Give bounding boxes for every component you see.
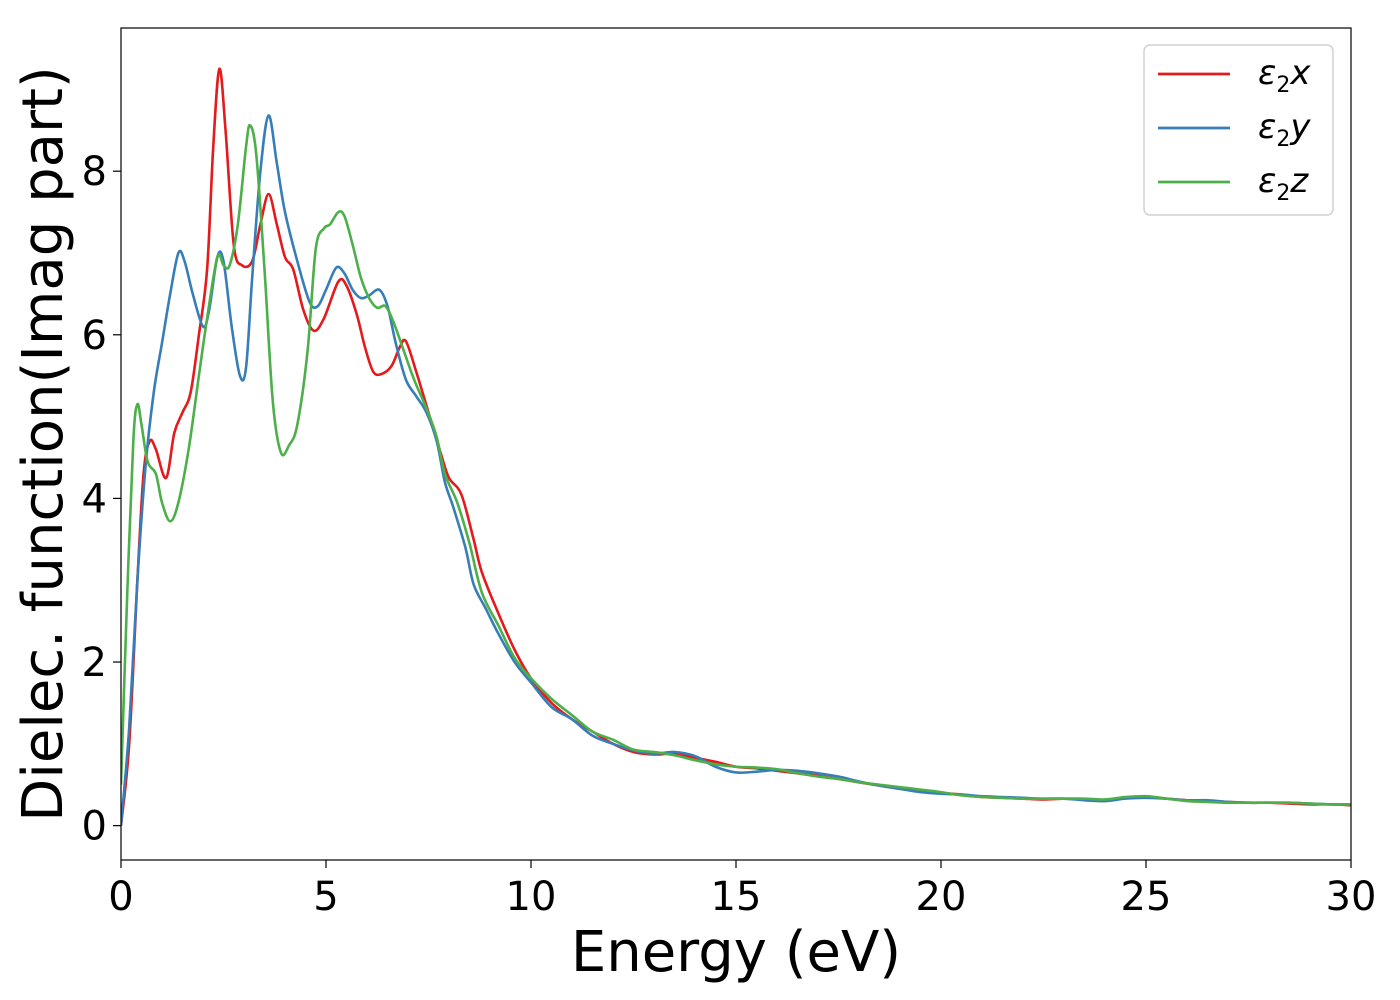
x-tick-label: 5 — [313, 874, 338, 920]
legend-label-z: ε2z — [1258, 161, 1309, 206]
legend-label-y: ε2y — [1258, 107, 1311, 152]
x-tick-label: 0 — [108, 874, 133, 920]
y-tick-label: 6 — [82, 313, 107, 359]
y-tick-label: 2 — [82, 640, 107, 686]
x-tick-label: 10 — [506, 874, 557, 920]
x-tick-label: 15 — [711, 874, 762, 920]
y-tick-label: 4 — [82, 476, 107, 522]
x-axis-label: Energy (eV) — [571, 920, 901, 985]
legend: ε2x ε2y ε2z — [1143, 44, 1334, 216]
x-tick-label: 30 — [1326, 874, 1377, 920]
legend-label-x: ε2x — [1258, 53, 1311, 98]
x-tick-label: 20 — [916, 874, 967, 920]
y-tick-label: 8 — [82, 149, 107, 195]
y-axis-ticks: 0 2 4 6 8 — [82, 149, 121, 850]
y-tick-label: 0 — [82, 804, 107, 850]
series-layer — [121, 67, 1351, 826]
series-line-z — [121, 123, 1351, 806]
legend-box — [1143, 44, 1334, 216]
x-tick-label: 25 — [1121, 874, 1172, 920]
x-axis-ticks: 0 5 10 15 20 25 30 — [108, 860, 1376, 920]
y-axis-label: Dielec. function(Imag part) — [11, 66, 76, 822]
